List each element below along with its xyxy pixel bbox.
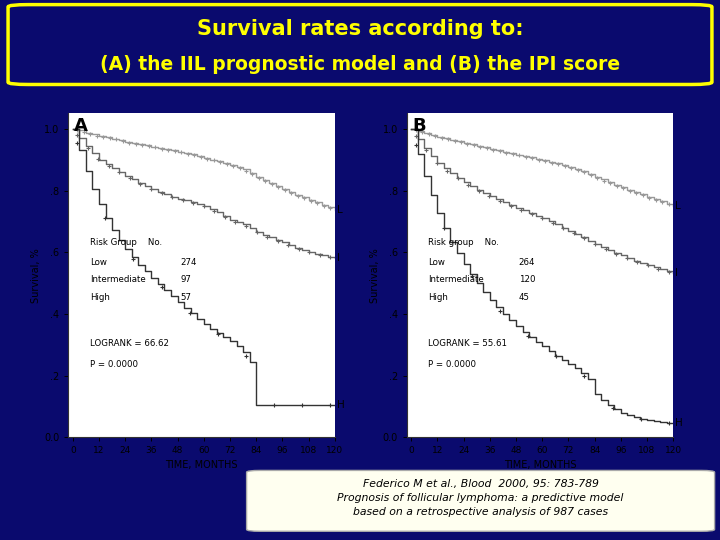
- Text: H: H: [675, 418, 683, 428]
- Text: 45: 45: [518, 293, 530, 302]
- Text: Intermediate: Intermediate: [90, 275, 145, 285]
- Text: Intermediate: Intermediate: [428, 275, 484, 285]
- Text: P = 0.0000: P = 0.0000: [90, 360, 138, 369]
- Text: Risk Group    No.: Risk Group No.: [90, 238, 162, 247]
- X-axis label: TIME, MONTHS: TIME, MONTHS: [504, 460, 576, 470]
- Text: Survival rates according to:: Survival rates according to:: [197, 19, 523, 39]
- Text: Risk group    No.: Risk group No.: [428, 238, 499, 247]
- Text: 274: 274: [180, 258, 197, 267]
- Y-axis label: Survival, %: Survival, %: [32, 248, 41, 303]
- Text: Low: Low: [90, 258, 107, 267]
- Text: LOGRANK = 55.61: LOGRANK = 55.61: [428, 339, 507, 348]
- Text: High: High: [428, 293, 448, 302]
- Text: Low: Low: [428, 258, 445, 267]
- X-axis label: TIME, MONTHS: TIME, MONTHS: [166, 460, 238, 470]
- Text: L: L: [337, 205, 343, 215]
- Text: I: I: [337, 253, 340, 263]
- Text: 264: 264: [518, 258, 535, 267]
- Text: 97: 97: [180, 275, 192, 285]
- Text: High: High: [90, 293, 109, 302]
- Text: 120: 120: [518, 275, 535, 285]
- Text: (A) the IIL prognostic model and (B) the IPI score: (A) the IIL prognostic model and (B) the…: [100, 55, 620, 73]
- Text: H: H: [337, 400, 345, 410]
- Text: 57: 57: [180, 293, 192, 302]
- Text: P = 0.0000: P = 0.0000: [428, 360, 476, 369]
- Text: L: L: [675, 201, 681, 211]
- Text: B: B: [412, 117, 426, 134]
- FancyBboxPatch shape: [246, 470, 714, 531]
- FancyBboxPatch shape: [8, 5, 712, 84]
- Text: Federico M et al., Blood  2000, 95: 783-789
Prognosis of follicular lymphoma: a : Federico M et al., Blood 2000, 95: 783-7…: [338, 479, 624, 517]
- Text: LOGRANK = 66.62: LOGRANK = 66.62: [90, 339, 168, 348]
- Text: A: A: [73, 117, 88, 134]
- Text: I: I: [675, 268, 678, 278]
- Y-axis label: Survival, %: Survival, %: [370, 248, 379, 303]
